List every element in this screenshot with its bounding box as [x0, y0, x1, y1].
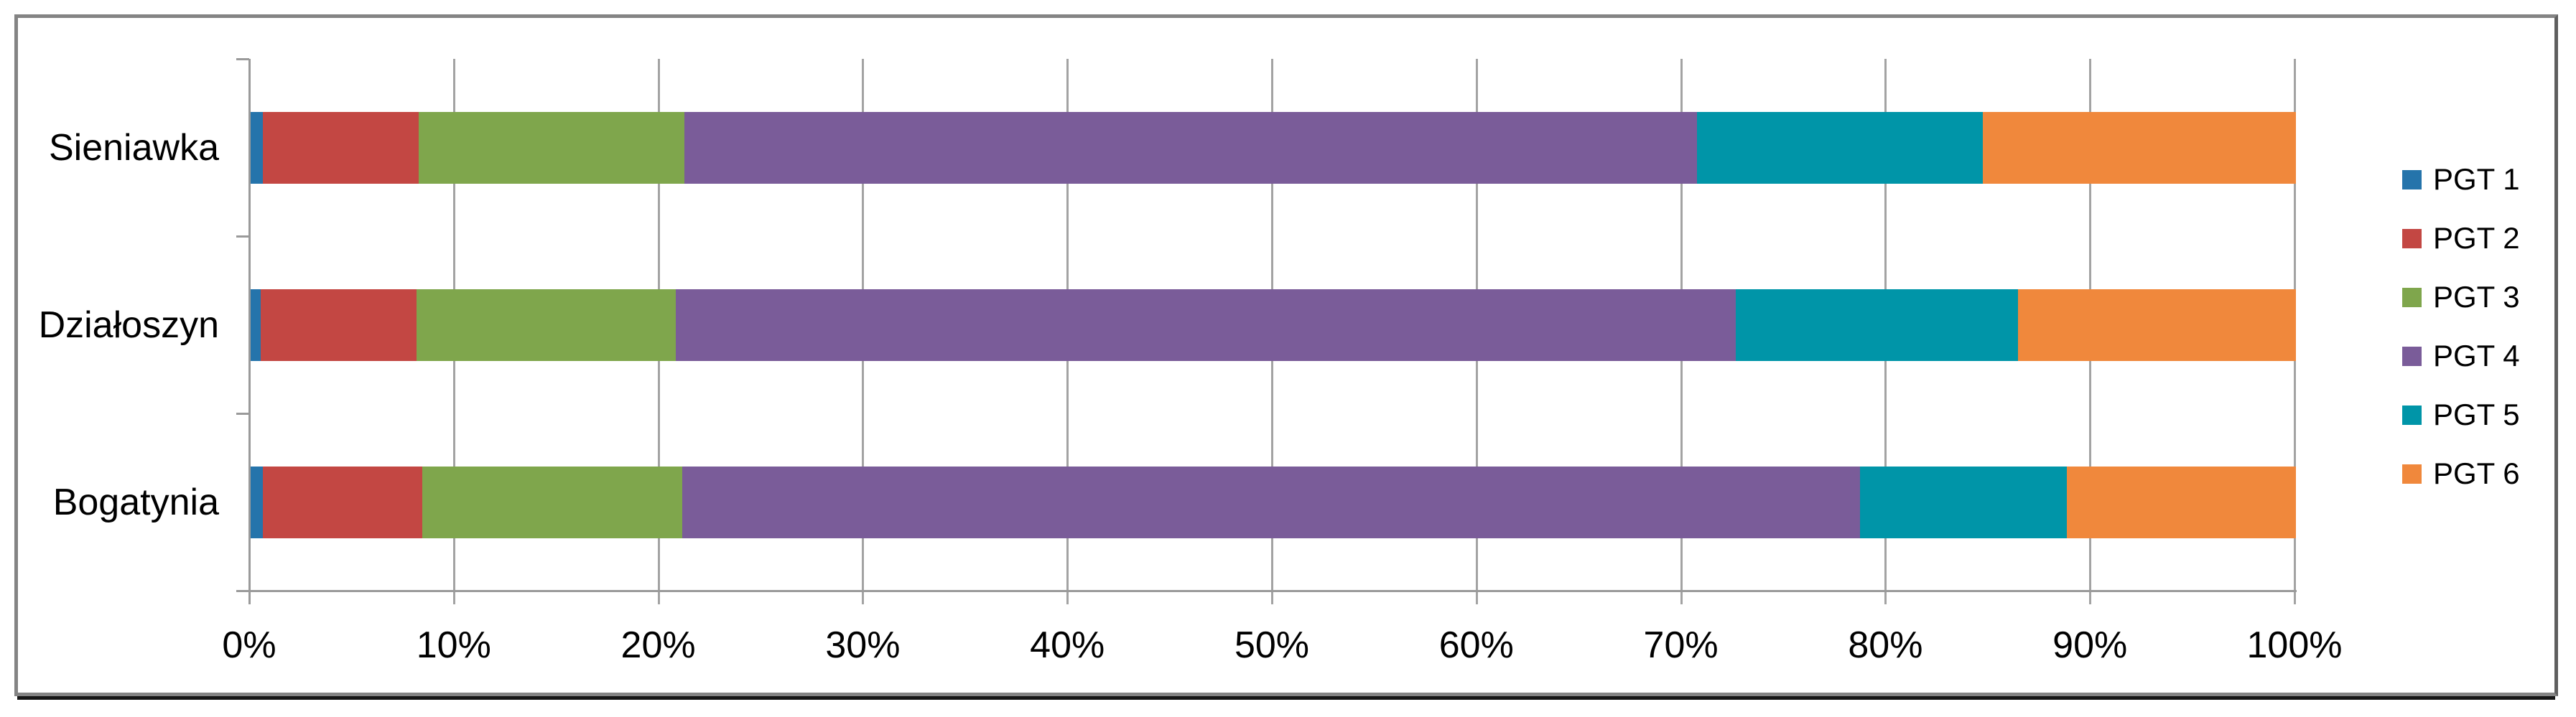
plot-area [236, 58, 2297, 604]
legend-swatch-icon [2402, 169, 2422, 189]
x-tick-label: 100% [2246, 624, 2343, 666]
bar-segment-pgt-4 [676, 289, 1736, 361]
stacked-bar-bogatynia [251, 466, 2296, 538]
legend-label: PGT 3 [2433, 280, 2520, 314]
bar-segment-pgt-1 [251, 289, 261, 361]
bar-segment-pgt-1 [251, 466, 264, 538]
x-tick-label: 30% [825, 624, 901, 666]
y-axis-tick [236, 58, 249, 60]
legend-item-pgt-3: PGT 3 [2402, 268, 2520, 327]
bar-segment-pgt-4 [684, 111, 1697, 184]
x-tick-label: 50% [1234, 624, 1310, 666]
x-tick-label: 70% [1643, 624, 1719, 666]
bar-segment-pgt-3 [416, 289, 676, 361]
bar-segment-pgt-3 [422, 466, 682, 538]
x-tick-label: 80% [1848, 624, 1923, 666]
legend-item-pgt-6: PGT 6 [2402, 444, 2520, 503]
category-label-działoszyn: Działoszyn [38, 304, 219, 346]
legend-label: PGT 4 [2433, 339, 2520, 372]
y-axis-tick [236, 235, 249, 238]
bar-segment-pgt-6 [2017, 289, 2296, 361]
stacked-bar-działoszyn [251, 289, 2296, 361]
bar-segment-pgt-2 [263, 111, 419, 184]
legend-label: PGT 6 [2433, 456, 2520, 490]
legend-swatch-icon [2402, 228, 2422, 248]
bar-segment-pgt-3 [418, 111, 684, 184]
x-axis-line [236, 590, 2297, 592]
x-tick-label: 40% [1030, 624, 1105, 666]
legend-item-pgt-1: PGT 1 [2402, 150, 2520, 209]
legend-label: PGT 2 [2433, 221, 2520, 255]
legend-swatch-icon [2402, 287, 2422, 307]
x-tick-label: 60% [1438, 624, 1514, 666]
category-label-bogatynia: Bogatynia [52, 481, 219, 523]
legend-item-pgt-2: PGT 2 [2402, 209, 2520, 268]
x-tick-label: 0% [222, 624, 276, 666]
stacked-bar-sieniawka [251, 111, 2296, 184]
category-label-sieniawka: Sieniawka [48, 126, 219, 169]
x-tick-label: 90% [2052, 624, 2128, 666]
legend-swatch-icon [2402, 405, 2422, 425]
legend-label: PGT 5 [2433, 398, 2520, 431]
legend-item-pgt-5: PGT 5 [2402, 385, 2520, 444]
bar-segment-pgt-6 [1983, 111, 2296, 184]
x-tick-label: 10% [416, 624, 491, 666]
legend-label: PGT 1 [2433, 162, 2520, 196]
legend-item-pgt-4: PGT 4 [2402, 327, 2520, 385]
bar-segment-pgt-4 [682, 466, 1861, 538]
bar-segment-pgt-1 [251, 111, 264, 184]
bar-segment-pgt-2 [263, 466, 423, 538]
y-axis-tick [236, 590, 249, 592]
bar-segment-pgt-2 [261, 289, 417, 361]
bar-segment-pgt-5 [1860, 466, 2067, 538]
legend-swatch-icon [2402, 346, 2422, 366]
y-axis-line [248, 59, 251, 604]
legend: PGT 1 PGT 2 PGT 3 PGT 4 PGT 5 PGT 6 [2402, 150, 2520, 503]
x-tick-label: 20% [620, 624, 696, 666]
chart-frame: Sieniawka Działoszyn Bogatynia 0% 10% 20% 30%… [14, 14, 2558, 696]
bar-segment-pgt-6 [2066, 466, 2296, 538]
y-axis-tick [236, 413, 249, 415]
bar-segment-pgt-5 [1696, 111, 1984, 184]
legend-swatch-icon [2402, 464, 2422, 484]
chart-inner: Sieniawka Działoszyn Bogatynia 0% 10% 20% 30%… [18, 18, 2554, 693]
bar-segment-pgt-5 [1735, 289, 2018, 361]
